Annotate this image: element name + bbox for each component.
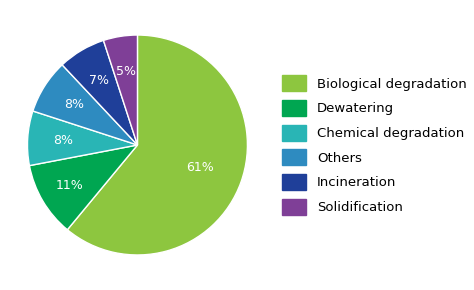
Legend: Biological degradation, Dewatering, Chemical degradation, Others, Incineration, : Biological degradation, Dewatering, Chem… <box>283 75 466 215</box>
Wedge shape <box>29 145 137 230</box>
Text: 8%: 8% <box>64 98 84 111</box>
Text: 5%: 5% <box>116 65 136 78</box>
Text: 61%: 61% <box>186 161 213 174</box>
Text: 8%: 8% <box>53 134 73 147</box>
Text: 7%: 7% <box>90 74 109 87</box>
Wedge shape <box>67 35 247 255</box>
Wedge shape <box>62 40 137 145</box>
Wedge shape <box>27 111 137 166</box>
Wedge shape <box>33 65 137 145</box>
Wedge shape <box>103 35 137 145</box>
Text: 11%: 11% <box>55 179 83 192</box>
